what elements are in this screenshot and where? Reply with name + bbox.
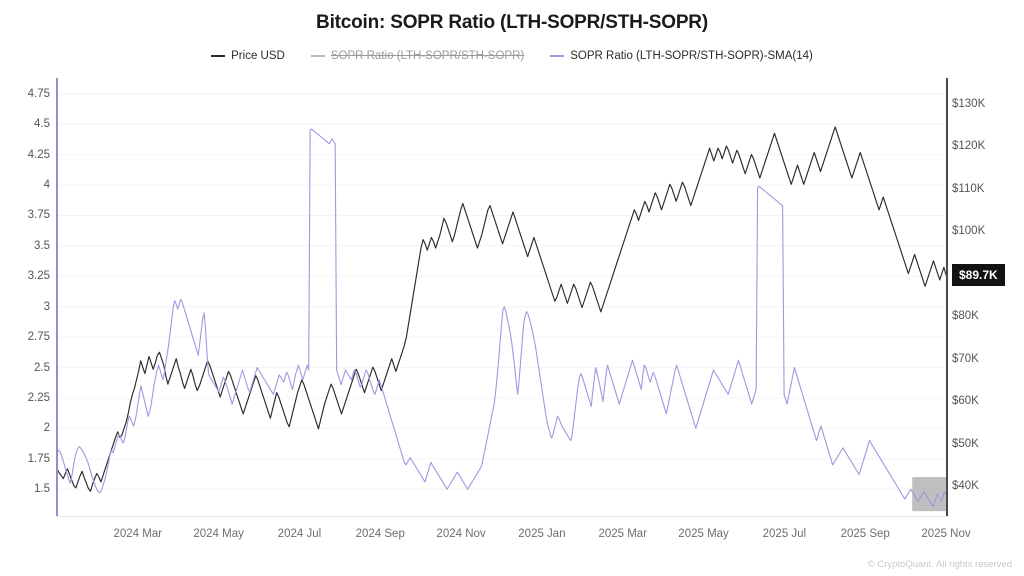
y-right-tick-label: $110K xyxy=(952,182,985,195)
y-left-tick-label: 3.5 xyxy=(34,239,50,252)
current-price-badge: $89.7K xyxy=(952,263,1005,286)
x-tick-label: 2025 Jul xyxy=(762,528,807,540)
y-left-tick-label: 3.75 xyxy=(27,209,50,222)
x-tick-label: 2024 Mar xyxy=(113,528,163,540)
legend-color-swatch-icon xyxy=(211,55,226,57)
y-left-tick-label: 1.5 xyxy=(34,483,50,496)
y-right-tick-label: $70K xyxy=(952,352,979,365)
x-axis-line xyxy=(56,516,948,517)
y-right-tick-label: $120K xyxy=(952,140,986,153)
x-tick-label: 2025 Sep xyxy=(840,528,890,540)
y-right-tick-label: $60K xyxy=(952,395,979,408)
copyright-footer: © CryptoQuant. All rights reserved xyxy=(867,559,1012,570)
legend-color-swatch-icon xyxy=(550,55,565,57)
legend-item-1[interactable]: SOPR Ratio (LTH-SOPR/STH-SOPR) xyxy=(310,50,525,62)
legend-item-2[interactable]: SOPR Ratio (LTH-SOPR/STH-SOPR)-SMA(14) xyxy=(550,50,813,62)
series-line-1 xyxy=(56,128,947,507)
chart-title: Bitcoin: SOPR Ratio (LTH-SOPR/STH-SOPR) xyxy=(316,12,708,33)
y-left-tick-label: 3 xyxy=(43,300,50,313)
plot-area[interactable] xyxy=(56,78,947,516)
selection-highlight-box[interactable] xyxy=(912,477,946,512)
legend-label: Price USD xyxy=(231,50,285,62)
x-tick-label: 2025 Nov xyxy=(921,528,971,540)
legend-item-0[interactable]: Price USD xyxy=(211,50,285,62)
y-left-tick-label: 2.25 xyxy=(27,391,50,404)
y-left-tick-label: 4.5 xyxy=(34,118,50,131)
x-tick-label: 2024 Nov xyxy=(436,528,486,540)
y-axis-right-labels: $130K $120K $110K $100K $80K $70K $60K $50K $40K xyxy=(952,78,1024,516)
y-axis-left-line xyxy=(56,78,58,516)
legend-color-swatch-icon xyxy=(310,55,325,57)
x-tick-label: 2024 Jul xyxy=(277,528,322,540)
y-left-tick-label: 4.25 xyxy=(27,148,50,161)
y-right-tick-label: $130K xyxy=(952,97,986,110)
series-canvas xyxy=(56,93,947,512)
y-axis-left-labels: 4.75 4.5 4.25 4 3.75 3.5 3.25 3 2.75 2.5 2.25 2 1.75… xyxy=(0,78,50,516)
x-tick-label: 2025 Mar xyxy=(598,528,648,540)
x-tick-label: 2025 Jan xyxy=(518,528,566,540)
y-right-tick-label: $100K xyxy=(952,225,986,238)
legend-label: SOPR Ratio (LTH-SOPR/STH-SOPR) xyxy=(330,50,525,62)
x-tick-label: 2025 May xyxy=(678,528,729,540)
y-left-tick-label: 1.75 xyxy=(27,452,50,465)
y-left-tick-label: 2 xyxy=(43,422,50,435)
y-left-tick-label: 3.25 xyxy=(27,270,50,283)
legend-label: SOPR Ratio (LTH-SOPR/STH-SOPR)-SMA(14) xyxy=(570,50,813,62)
x-axis-labels: 2024 Mar 2024 May 2024 Jul 2024 Sep 2024 Nov… xyxy=(0,528,1024,548)
y-left-tick-label: 4.75 xyxy=(27,87,50,100)
y-left-tick-label: 2.5 xyxy=(34,361,50,374)
y-right-tick-label: $80K xyxy=(952,310,979,323)
x-tick-label: 2024 Sep xyxy=(355,528,405,540)
y-left-tick-label: 2.75 xyxy=(27,331,50,344)
y-right-tick-label: $40K xyxy=(952,480,979,493)
chart-legend: Price USD SOPR Ratio (LTH-SOPR/STH-SOPR) S… xyxy=(0,50,1024,62)
series-line-0 xyxy=(56,126,947,492)
y-left-tick-label: 4 xyxy=(43,179,50,192)
x-tick-label: 2024 May xyxy=(193,528,244,540)
y-axis-right-line xyxy=(946,78,948,516)
y-right-tick-label: $50K xyxy=(952,437,979,450)
